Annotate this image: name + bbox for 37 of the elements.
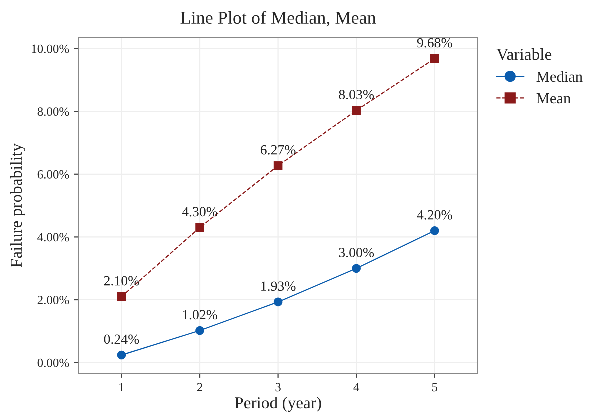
data-label: 4.20% [417,210,452,220]
x-tick-label: 1 [120,383,124,392]
x-axis-title: Period (year) [235,396,322,412]
y-axis-title: Failure probability [10,144,26,268]
y-tick-label: 2.00% [38,296,70,305]
y-tick-label: 4.00% [38,233,70,242]
data-label: 9.68% [417,38,452,48]
point [196,223,204,232]
point [196,326,204,336]
point [274,162,283,170]
data-label: 1.93% [262,282,296,292]
point [352,106,361,116]
point [117,292,126,302]
point [430,226,440,236]
chart-title: Line Plot of Median, Mean [180,11,376,27]
data-label: 8.03% [339,90,374,100]
legend-label: Median [536,71,583,82]
point [117,350,126,360]
x-tick-label: 2 [197,383,202,392]
y-tick-label: 8.00% [38,108,70,116]
x-tick-label: 3 [276,383,281,392]
y-tick-label: 0.00% [38,358,70,368]
y-tick-label: 10.00% [32,44,70,54]
point [274,298,283,307]
data-label: 4.30% [182,207,218,217]
x-tick-label: 5 [432,383,438,392]
point [352,264,361,273]
legend-label: Mean [536,94,571,104]
data-label: 3.00% [339,248,374,258]
data-label: 1.02% [183,310,218,320]
legend-title: Variable [496,48,552,60]
data-label: 0.24% [104,334,140,344]
x-tick-label: 4 [354,383,360,392]
y-tick-label: 6.00% [38,170,70,179]
data-label: 2.10% [104,276,140,286]
data-label: 6.27% [260,145,296,155]
point [430,54,440,64]
